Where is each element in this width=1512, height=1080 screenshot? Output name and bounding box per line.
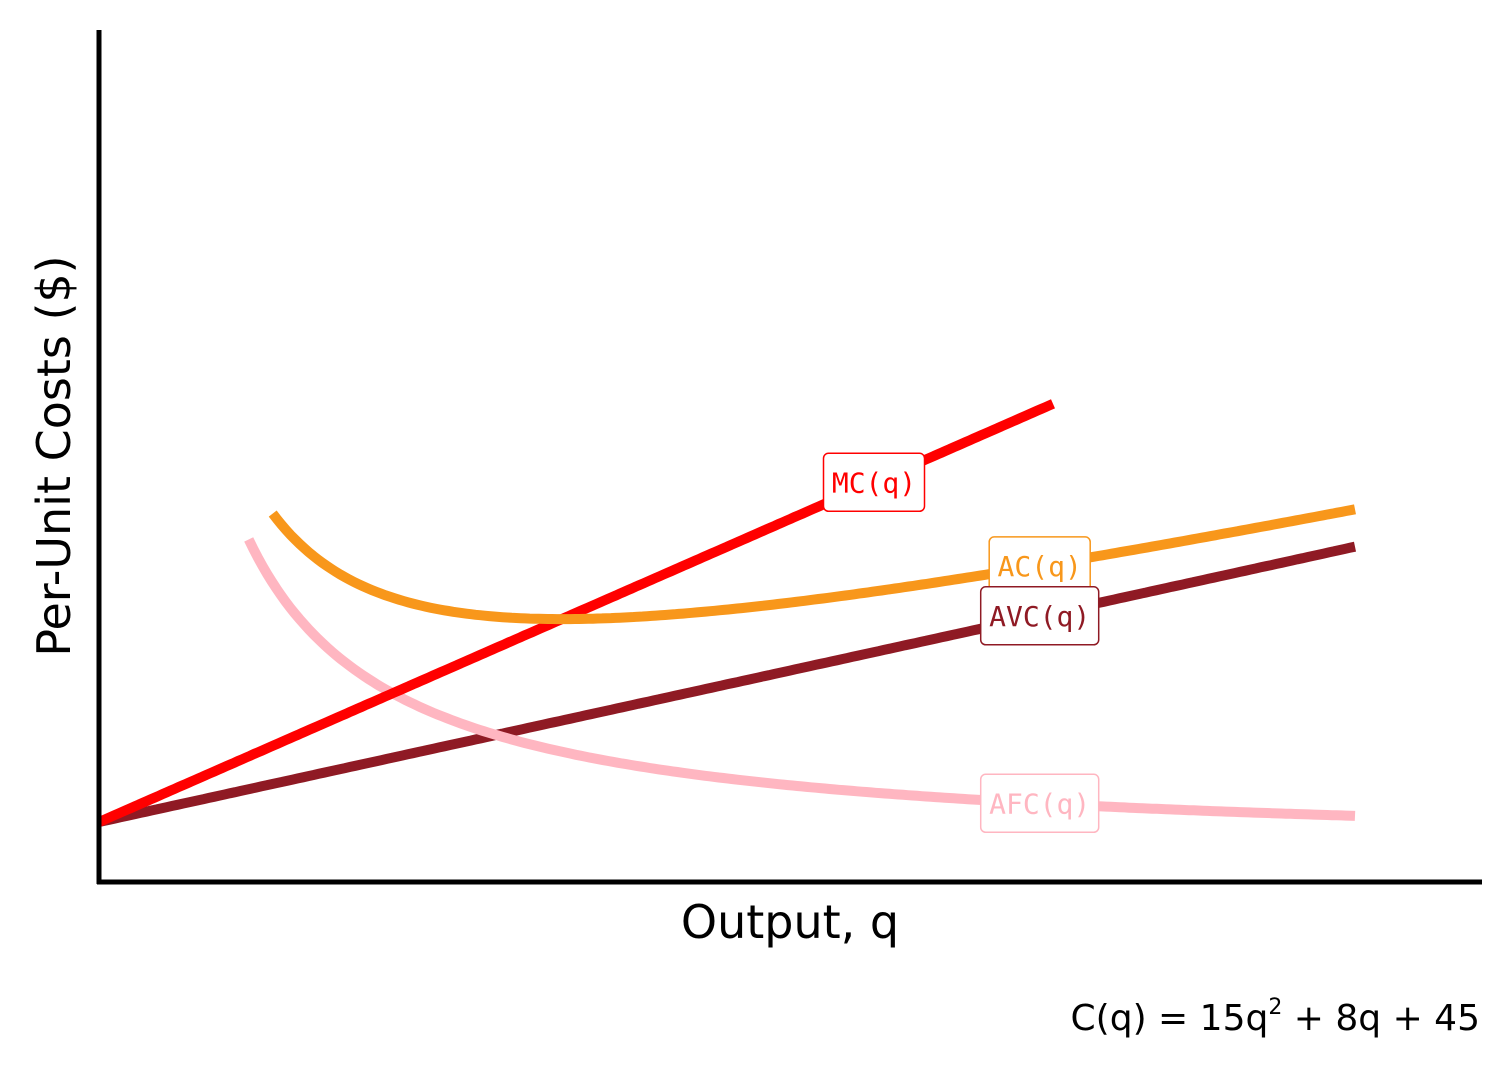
curve-afc: [244, 537, 1356, 821]
label-text: AFC(q): [989, 787, 1090, 820]
label-box: [979, 773, 1100, 834]
formula-suffix: + 8q + 45: [1282, 998, 1480, 1039]
curve-labels-layer: MC(q) AC(q) AVC(q) AFC(q): [822, 452, 1100, 834]
label-avc: AVC(q): [979, 586, 1100, 646]
x-axis-title: Output, q: [681, 895, 899, 949]
formula-exponent: 2: [1268, 995, 1282, 1020]
y-axis-title: Per-Unit Costs ($): [27, 255, 81, 656]
label-box: [822, 452, 926, 513]
label-mc: MC(q): [822, 452, 926, 513]
label-text: AC(q): [998, 550, 1082, 583]
label-ac: AC(q): [988, 536, 1091, 596]
label-afc: AFC(q): [979, 773, 1100, 834]
curves-layer: [97, 399, 1357, 827]
label-box: [979, 586, 1100, 646]
formula-prefix: C(q) = 15q: [1071, 998, 1269, 1039]
label-text: AVC(q): [989, 600, 1090, 633]
cost-function-formula: C(q) = 15q2 + 8q + 45: [1071, 995, 1480, 1039]
curve-avc: [97, 541, 1357, 827]
label-text: MC(q): [832, 466, 916, 499]
curve-ac: [268, 504, 1356, 625]
